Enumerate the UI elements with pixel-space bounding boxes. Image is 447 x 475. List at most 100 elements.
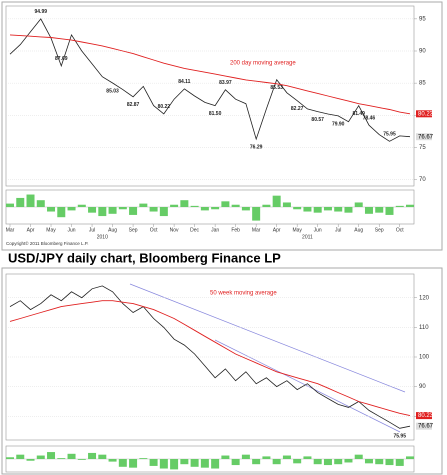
bar (16, 454, 25, 459)
bar (262, 456, 271, 459)
bar (252, 459, 261, 465)
x-tick-label: Aug (108, 227, 117, 233)
y-tick-label: 90 (419, 49, 426, 55)
caption: USD/JPY daily chart, Bloomberg Finance L… (8, 250, 281, 265)
bar (77, 459, 86, 460)
last-value-label: 80.23 (418, 413, 434, 419)
last-value-box (416, 133, 432, 141)
series-line (9, 300, 411, 417)
last-value-box (416, 110, 432, 118)
bar (293, 207, 302, 210)
bar (293, 459, 302, 464)
series-line (9, 34, 411, 115)
last-value-label: 76.67 (418, 134, 434, 140)
bar (364, 459, 373, 464)
series-line (9, 18, 411, 142)
x-tick-label: May (292, 227, 302, 233)
bar (231, 204, 240, 207)
copyright: Copyright© 2011 Bloomberg Finance L.P. (6, 240, 88, 246)
year-label: 2010 (97, 234, 108, 240)
bar (200, 207, 209, 211)
bar (344, 207, 353, 213)
x-tick-label: Aug (354, 227, 363, 233)
bar (313, 459, 322, 465)
bar (159, 207, 168, 217)
data-label: 78.46 (363, 116, 376, 122)
bar (149, 207, 158, 212)
bar (47, 452, 56, 459)
x-tick-label: Oct (150, 227, 158, 233)
bar (180, 459, 189, 465)
y-tick-label: 85 (419, 81, 426, 87)
trend-line (129, 283, 406, 393)
bar (241, 454, 250, 459)
bar (375, 207, 384, 213)
bar (375, 459, 384, 465)
bar (67, 207, 76, 211)
bar (303, 207, 312, 212)
bar (406, 204, 414, 207)
bar (26, 194, 35, 207)
bar (108, 207, 117, 214)
year-label: 2011 (302, 234, 313, 240)
bar (323, 207, 332, 211)
series-name: 50 week moving average (210, 291, 277, 297)
data-label: 83.97 (219, 80, 232, 86)
y-tick-label: 110 (419, 325, 429, 331)
bottom-frame (1, 267, 443, 475)
x-tick-label: Oct (396, 227, 404, 233)
bar (323, 459, 332, 466)
last-value-box (416, 422, 432, 430)
bar (313, 207, 322, 213)
bar (67, 453, 76, 459)
bar (129, 207, 138, 215)
data-label: 79.90 (332, 121, 345, 127)
x-tick-label: Apr (27, 227, 35, 233)
x-tick-label: Apr (273, 227, 281, 233)
data-label: 76.29 (250, 144, 263, 150)
bar (139, 458, 148, 459)
y-tick-label: 95 (419, 16, 426, 22)
bar (118, 459, 127, 467)
bar (108, 459, 117, 462)
data-label: 80.57 (311, 117, 324, 123)
data-label: 87.69 (55, 56, 68, 62)
bar (231, 459, 240, 466)
last-value-label: 80.23 (418, 111, 434, 117)
bar (282, 455, 291, 459)
bar (354, 202, 363, 207)
x-tick-label: Jan (211, 227, 219, 233)
x-tick-label: Mar (6, 227, 15, 233)
bar (334, 207, 343, 212)
last-value-label: 76.67 (418, 424, 434, 430)
bar (88, 452, 97, 459)
bar (211, 207, 220, 210)
bar (385, 459, 394, 466)
bar (395, 205, 404, 207)
bar (170, 204, 179, 207)
series-name: 200 day moving average (230, 61, 296, 67)
bar (139, 203, 148, 207)
data-label: 81.50 (209, 111, 222, 117)
bar (98, 454, 107, 459)
bar (118, 207, 127, 210)
data-label: 82.87 (127, 102, 140, 108)
bar (385, 207, 394, 215)
bar (344, 459, 353, 463)
last-value-box (416, 412, 432, 420)
bar (57, 458, 66, 459)
y-tick-label: 75 (419, 145, 426, 151)
bar (395, 459, 404, 466)
bar (211, 459, 220, 469)
bar (57, 207, 66, 218)
data-label: 85.53 (270, 85, 283, 91)
bar (36, 455, 45, 459)
bar (159, 459, 168, 469)
data-label: 80.22 (158, 104, 171, 110)
bar (170, 459, 179, 470)
x-tick-label: Jul (335, 227, 341, 233)
data-label: 82.27 (291, 106, 304, 112)
bar (149, 459, 158, 466)
